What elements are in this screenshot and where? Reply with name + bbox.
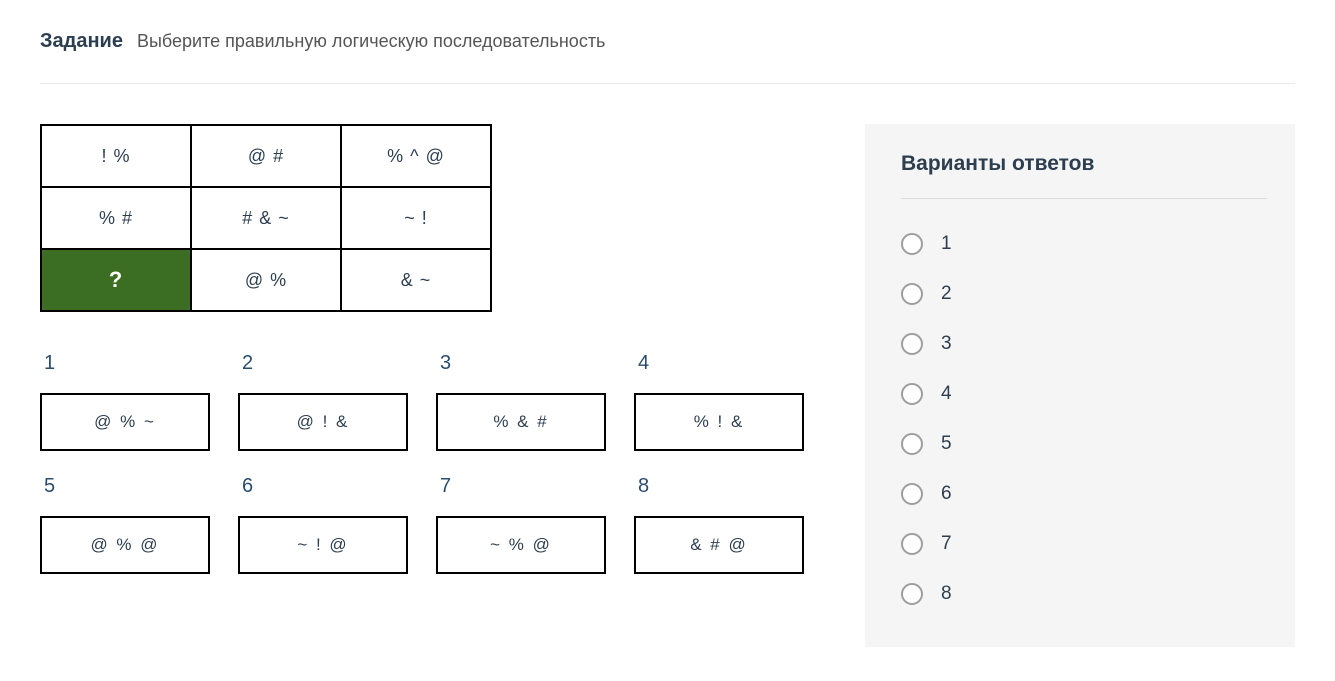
option-box: % ! & <box>634 393 804 451</box>
option-number: 1 <box>44 352 210 375</box>
option-number: 4 <box>638 352 804 375</box>
answer-option-1[interactable]: 1 <box>901 219 1267 269</box>
answer-label: 6 <box>941 483 952 505</box>
grid-cell: @ % <box>191 249 341 311</box>
option-8: 8 & # @ <box>634 475 804 574</box>
answer-label: 4 <box>941 383 952 405</box>
radio-icon <box>901 433 923 455</box>
option-box: @ ! & <box>238 393 408 451</box>
option-number: 6 <box>242 475 408 498</box>
grid-row: ! % @ # % ^ @ <box>41 125 491 187</box>
answer-label: 2 <box>941 283 952 305</box>
content-area: ! % @ # % ^ @ % # # & ~ ~ ! ? @ % & ~ 1 … <box>40 124 1295 647</box>
answer-option-6[interactable]: 6 <box>901 469 1267 519</box>
answer-label: 7 <box>941 533 952 555</box>
option-number: 3 <box>440 352 606 375</box>
grid-cell: ~ ! <box>341 187 491 249</box>
option-1: 1 @ % ~ <box>40 352 210 451</box>
answer-label: 3 <box>941 333 952 355</box>
radio-icon <box>901 233 923 255</box>
option-number: 8 <box>638 475 804 498</box>
option-box: @ % ~ <box>40 393 210 451</box>
radio-icon <box>901 483 923 505</box>
grid-cell: % # <box>41 187 191 249</box>
radio-icon <box>901 283 923 305</box>
option-number: 2 <box>242 352 408 375</box>
grid-cell: ! % <box>41 125 191 187</box>
answer-option-2[interactable]: 2 <box>901 269 1267 319</box>
grid-row: % # # & ~ ~ ! <box>41 187 491 249</box>
task-subtitle: Выберите правильную логическую последова… <box>137 31 605 52</box>
question-panel: ! % @ # % ^ @ % # # & ~ ~ ! ? @ % & ~ 1 … <box>40 124 841 574</box>
answer-option-5[interactable]: 5 <box>901 419 1267 469</box>
grid-cell: # & ~ <box>191 187 341 249</box>
option-7: 7 ~ % @ <box>436 475 606 574</box>
radio-icon <box>901 533 923 555</box>
grid-cell: % ^ @ <box>341 125 491 187</box>
option-6: 6 ~ ! @ <box>238 475 408 574</box>
grid-cell: & ~ <box>341 249 491 311</box>
option-box: ~ ! @ <box>238 516 408 574</box>
grid-cell-unknown: ? <box>41 249 191 311</box>
sequence-grid: ! % @ # % ^ @ % # # & ~ ~ ! ? @ % & ~ <box>40 124 492 312</box>
answers-title: Варианты ответов <box>901 152 1267 199</box>
option-box: % & # <box>436 393 606 451</box>
answer-option-4[interactable]: 4 <box>901 369 1267 419</box>
grid-row: ? @ % & ~ <box>41 249 491 311</box>
answers-panel: Варианты ответов 1 2 3 4 5 <box>865 124 1295 647</box>
option-2: 2 @ ! & <box>238 352 408 451</box>
radio-icon <box>901 583 923 605</box>
answer-option-8[interactable]: 8 <box>901 569 1267 619</box>
answers-list: 1 2 3 4 5 6 7 <box>901 219 1267 619</box>
grid-cell: @ # <box>191 125 341 187</box>
answer-label: 8 <box>941 583 952 605</box>
answer-option-7[interactable]: 7 <box>901 519 1267 569</box>
answer-label: 1 <box>941 233 952 255</box>
option-4: 4 % ! & <box>634 352 804 451</box>
options-grid: 1 @ % ~ 2 @ ! & 3 % & # 4 % ! & 5 @ % @ … <box>40 352 841 574</box>
answer-label: 5 <box>941 433 952 455</box>
task-header: Задание Выберите правильную логическую п… <box>40 30 1295 84</box>
option-box: & # @ <box>634 516 804 574</box>
task-title: Задание <box>40 30 123 53</box>
answer-option-3[interactable]: 3 <box>901 319 1267 369</box>
option-box: @ % @ <box>40 516 210 574</box>
option-number: 7 <box>440 475 606 498</box>
option-box: ~ % @ <box>436 516 606 574</box>
radio-icon <box>901 383 923 405</box>
option-3: 3 % & # <box>436 352 606 451</box>
option-number: 5 <box>44 475 210 498</box>
option-5: 5 @ % @ <box>40 475 210 574</box>
radio-icon <box>901 333 923 355</box>
